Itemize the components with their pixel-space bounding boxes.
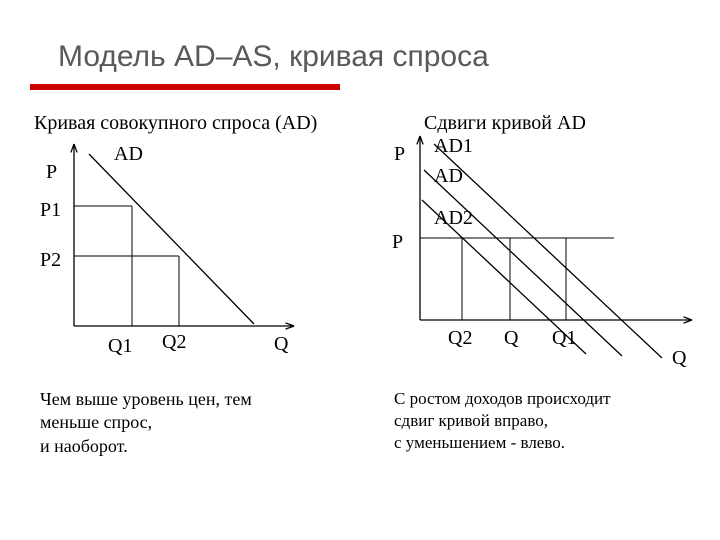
right-Qmid-label: Q — [504, 328, 518, 348]
left-axes — [71, 144, 294, 329]
right-AD2-label: AD2 — [434, 208, 473, 228]
right-AD-label: AD — [434, 166, 463, 186]
right-Pmid-label: P — [392, 232, 403, 252]
right-Q1-label: Q1 — [552, 328, 576, 348]
left-P-label: P — [46, 162, 57, 182]
left-guides — [74, 206, 179, 326]
left-P1-label: P1 — [40, 200, 61, 220]
left-Q2-label: Q2 — [162, 332, 186, 352]
left-AD-label: AD — [114, 144, 143, 164]
right-Qax-label: Q — [672, 348, 686, 368]
left-chart: PADP1P2Q1Q2Q — [34, 136, 334, 346]
slide-title: Модель AD–AS, кривая спроса — [58, 40, 489, 74]
left-subtitle: Кривая совокупного спроса (AD) — [34, 112, 317, 135]
left-P2-label: P2 — [40, 250, 61, 270]
left-curve — [89, 154, 254, 324]
title-underline — [30, 84, 340, 90]
right-guides — [420, 238, 614, 320]
left-Q1-label: Q1 — [108, 336, 132, 356]
right-caption: С ростом доходов происходит сдвиг кривой… — [394, 388, 611, 454]
left-chart-svg — [34, 136, 334, 346]
left-Q-label: Q — [274, 334, 288, 354]
left-caption: Чем выше уровень цен, тем меньше спрос, … — [40, 388, 252, 458]
right-AD1-label: AD1 — [434, 136, 473, 156]
right-chart: PAD1ADAD2PQ2QQ1Q — [392, 130, 712, 360]
right-Ptop-label: P — [394, 144, 405, 164]
right-Q2-label: Q2 — [448, 328, 472, 348]
